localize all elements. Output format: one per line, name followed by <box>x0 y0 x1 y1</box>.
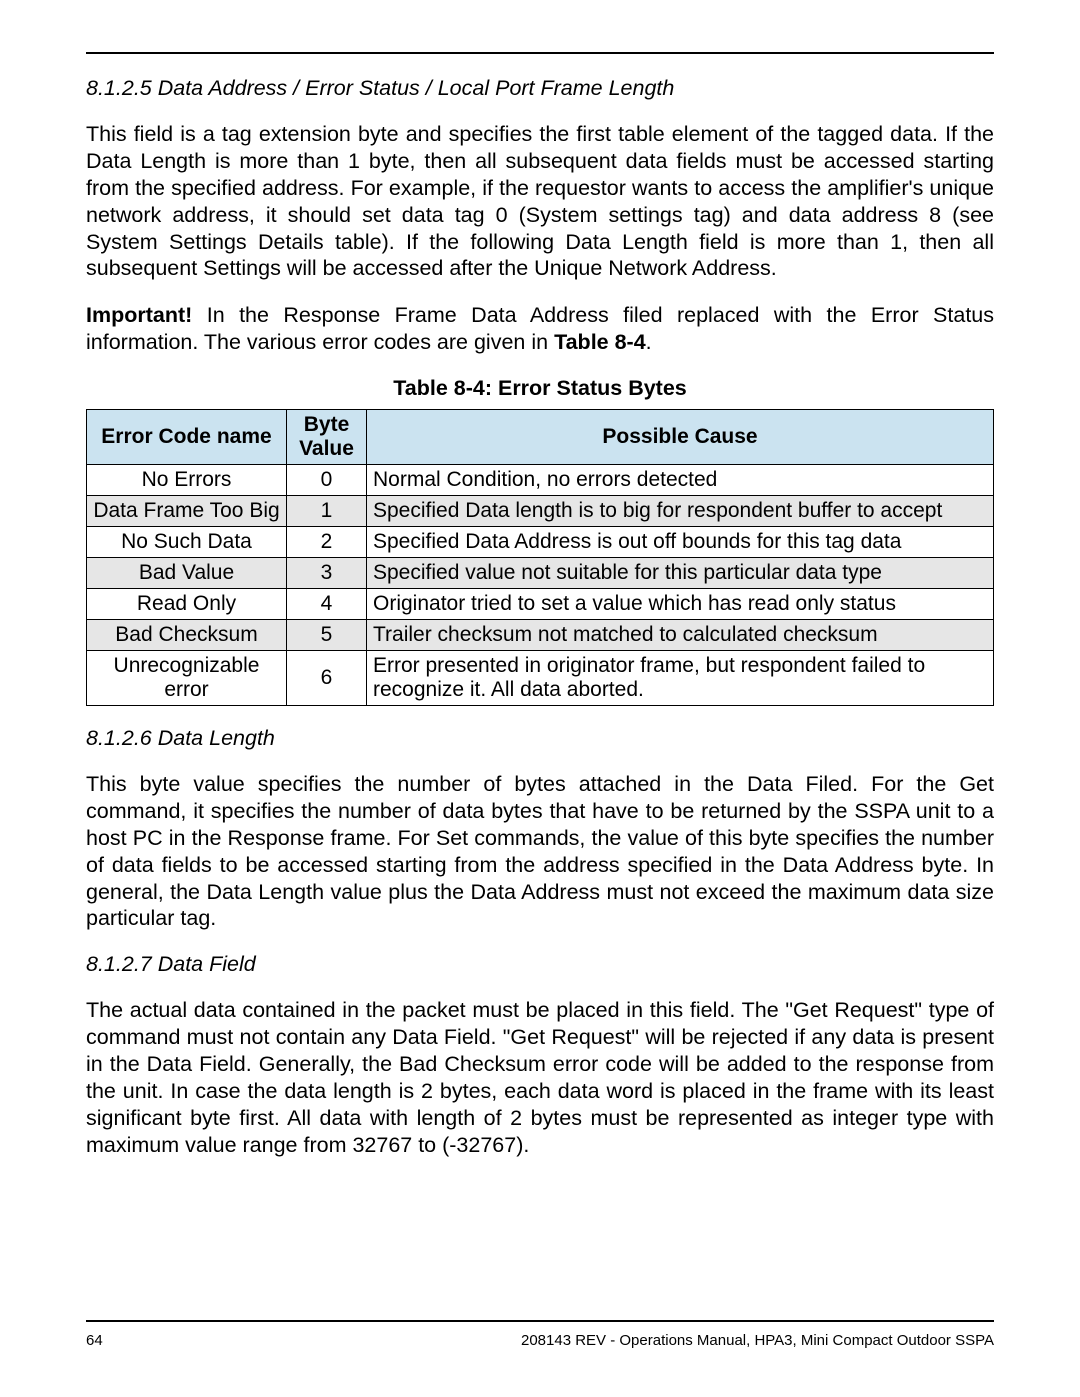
possible-cause: Originator tried to set a value which ha… <box>367 589 994 620</box>
section-8-1-2-5-para1: This field is a tag extension byte and s… <box>86 121 994 282</box>
table-row: Bad Value3Specified value not suitable f… <box>87 558 994 589</box>
table-row: Data Frame Too Big1Specified Data length… <box>87 496 994 527</box>
col-header-byte: Byte Value <box>287 410 367 465</box>
page-content: 8.1.2.5 Data Address / Error Status / Lo… <box>0 0 1080 1159</box>
table-row: No Errors0Normal Condition, no errors de… <box>87 465 994 496</box>
top-rule <box>86 52 994 54</box>
table-row: Read Only4Originator tried to set a valu… <box>87 589 994 620</box>
footer-rule <box>86 1320 994 1322</box>
error-code-name: Read Only <box>87 589 287 620</box>
section-8-1-2-6-heading: 8.1.2.6 Data Length <box>86 726 994 751</box>
byte-value: 4 <box>287 589 367 620</box>
error-code-name: Data Frame Too Big <box>87 496 287 527</box>
possible-cause: Trailer checksum not matched to calculat… <box>367 620 994 651</box>
byte-value: 5 <box>287 620 367 651</box>
section-8-1-2-7-para: The actual data contained in the packet … <box>86 997 994 1158</box>
col-header-name: Error Code name <box>87 410 287 465</box>
byte-value: 2 <box>287 527 367 558</box>
table-row: No Such Data2Specified Data Address is o… <box>87 527 994 558</box>
table-8-4-caption: Table 8-4: Error Status Bytes <box>86 376 994 401</box>
table-header-row: Error Code name Byte Value Possible Caus… <box>87 410 994 465</box>
para2-text-a: In the Response Frame Data Address filed… <box>86 303 994 354</box>
page-number: 64 <box>86 1332 103 1349</box>
byte-value: 3 <box>287 558 367 589</box>
doc-reference: 208143 REV - Operations Manual, HPA3, Mi… <box>521 1332 994 1349</box>
error-code-name: Bad Checksum <box>87 620 287 651</box>
byte-value: 1 <box>287 496 367 527</box>
error-code-name: Bad Value <box>87 558 287 589</box>
possible-cause: Error presented in originator frame, but… <box>367 651 994 706</box>
section-8-1-2-6-para: This byte value specifies the number of … <box>86 771 994 932</box>
section-8-1-2-5-heading: 8.1.2.5 Data Address / Error Status / Lo… <box>86 76 994 101</box>
possible-cause: Specified Data Address is out off bounds… <box>367 527 994 558</box>
error-status-table: Error Code name Byte Value Possible Caus… <box>86 409 994 706</box>
page-footer: 64 208143 REV - Operations Manual, HPA3,… <box>86 1320 994 1349</box>
possible-cause: Specified Data length is to big for resp… <box>367 496 994 527</box>
table-row: Bad Checksum5Trailer checksum not matche… <box>87 620 994 651</box>
byte-value: 6 <box>287 651 367 706</box>
error-code-name: No Such Data <box>87 527 287 558</box>
para2-text-b: . <box>646 330 652 354</box>
table-ref: Table 8-4 <box>554 330 646 354</box>
col-header-cause: Possible Cause <box>367 410 994 465</box>
section-8-1-2-7-heading: 8.1.2.7 Data Field <box>86 952 994 977</box>
error-code-name: Unrecognizable error <box>87 651 287 706</box>
byte-value: 0 <box>287 465 367 496</box>
section-8-1-2-5-para2: Important! In the Response Frame Data Ad… <box>86 302 994 356</box>
error-code-name: No Errors <box>87 465 287 496</box>
possible-cause: Normal Condition, no errors detected <box>367 465 994 496</box>
table-row: Unrecognizable error6Error presented in … <box>87 651 994 706</box>
possible-cause: Specified value not suitable for this pa… <box>367 558 994 589</box>
important-label: Important! <box>86 303 192 327</box>
